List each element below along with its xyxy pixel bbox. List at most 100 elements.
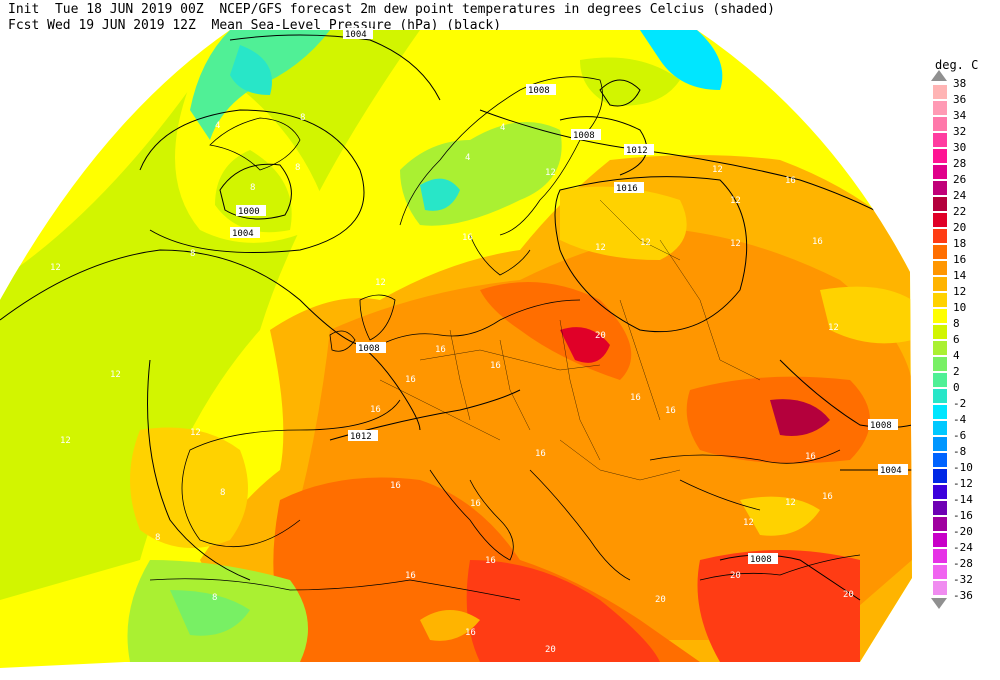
dewpoint-label: 16 (490, 361, 501, 371)
dewpoint-label: 16 (405, 375, 416, 385)
legend-label: 28 (953, 157, 967, 170)
dewpoint-label: 16 (465, 628, 476, 638)
legend-label: 26 (953, 173, 967, 186)
dewpoint-label: 16 (435, 345, 446, 355)
legend-swatch (933, 229, 947, 243)
dewpoint-label: 8 (212, 593, 217, 603)
legend-swatch (933, 469, 947, 483)
legend-label: -36 (953, 589, 973, 602)
dewpoint-label: 16 (470, 499, 481, 509)
dewpoint-label: 20 (730, 571, 741, 581)
legend-swatch (933, 165, 947, 179)
dewpoint-label: 16 (462, 233, 473, 243)
dewpoint-label: 12 (730, 239, 741, 249)
legend-label: 8 (953, 317, 960, 330)
dewpoint-label: 16 (405, 571, 416, 581)
dewpoint-label: 12 (712, 165, 723, 175)
dewpoint-label: 12 (730, 196, 741, 206)
legend-swatch (933, 293, 947, 307)
isobar-label: 1008 (358, 344, 380, 354)
legend-label: 2 (953, 365, 960, 378)
chart-title-init: Init Tue 18 JUN 2019 00Z NCEP/GFS foreca… (8, 2, 776, 17)
dewpoint-label: 16 (535, 449, 546, 459)
isobar-label: 1008 (870, 421, 892, 431)
dewpoint-label: 8 (300, 113, 305, 123)
legend-swatch (933, 357, 947, 371)
isobar-label: 1004 (880, 466, 902, 476)
legend-swatch (933, 325, 947, 339)
legend-swatch (933, 117, 947, 131)
legend-label: 6 (953, 333, 960, 346)
legend-swatch (933, 453, 947, 467)
dewpoint-label: 16 (485, 556, 496, 566)
legend-label: 0 (953, 381, 960, 394)
legend-swatch (933, 389, 947, 403)
dewpoint-label: 8 (295, 163, 300, 173)
isobar-label: 1016 (616, 184, 638, 194)
legend-label: -14 (953, 493, 973, 506)
legend-label: -12 (953, 477, 973, 490)
dewpoint-label: 16 (785, 176, 796, 186)
isobar-label: 1012 (350, 432, 372, 442)
dewpoint-label: 16 (822, 492, 833, 502)
dewpoint-label: 4 (500, 123, 505, 133)
legend-label: 18 (953, 237, 967, 250)
legend-swatch (933, 549, 947, 563)
isobar-label: 1008 (750, 555, 772, 565)
dewpoint-label: 8 (190, 249, 195, 259)
dewpoint-label: 12 (545, 168, 556, 178)
legend-label: -6 (953, 429, 967, 442)
legend-label: -2 (953, 397, 967, 410)
legend-swatch (933, 133, 947, 147)
dewpoint-label: 12 (50, 263, 61, 273)
isobar-label: 1008 (573, 131, 595, 141)
legend-label: 10 (953, 301, 967, 314)
legend-label: 22 (953, 205, 967, 218)
legend-swatch (933, 501, 947, 515)
dewpoint-label: 12 (375, 278, 386, 288)
isobar-label: 1008 (528, 86, 550, 96)
dewpoint-label: 16 (630, 393, 641, 403)
dewpoint-label: 16 (370, 405, 381, 415)
legend-swatch (933, 341, 947, 355)
legend-swatch (933, 181, 947, 195)
dewpoint-label: 16 (390, 481, 401, 491)
legend-swatch (933, 213, 947, 227)
dewpoint-label: 20 (595, 331, 606, 341)
isobar-labels: 1004 1000 1004 1008 1008 1012 1016 1008 … (230, 28, 908, 565)
dewpoint-label: 12 (595, 243, 606, 253)
legend-swatch (933, 261, 947, 275)
legend-label: -20 (953, 525, 973, 538)
dewpoint-label: 20 (545, 645, 556, 655)
legend-title: deg. C (935, 58, 979, 72)
dewpoint-label: 4 (215, 121, 220, 131)
dewpoint-label: 8 (220, 488, 225, 498)
legend-label: 14 (953, 269, 967, 282)
dewpoint-label: 12 (743, 518, 754, 528)
legend-max-arrow (931, 70, 947, 81)
legend-label: -24 (953, 541, 973, 554)
legend-label: -16 (953, 509, 973, 522)
dewpoint-label: 12 (828, 323, 839, 333)
dewpoint-label: 12 (190, 428, 201, 438)
dewpoint-label: 8 (155, 533, 160, 543)
dewpoint-label: 12 (640, 238, 651, 248)
legend-label: 24 (953, 189, 967, 202)
isobar-label: 1000 (238, 207, 260, 217)
legend-swatch (933, 373, 947, 387)
legend-label: 20 (953, 221, 967, 234)
isobar-label: 1004 (232, 229, 254, 239)
dewpoint-label: 16 (665, 406, 676, 416)
legend-swatch (933, 101, 947, 115)
legend-swatch (933, 309, 947, 323)
dewpoint-label: 12 (110, 370, 121, 380)
legend-swatch (933, 149, 947, 163)
legend-swatch (933, 581, 947, 595)
dewpoint-label: 20 (655, 595, 666, 605)
legend-label: 16 (953, 253, 967, 266)
dewpoint-contour-labels: 4 8 8 8 8 12 12 12 12 4 4 12 16 12 12 12… (50, 113, 854, 655)
legend-swatch (933, 565, 947, 579)
dewpoint-label: 16 (812, 237, 823, 247)
